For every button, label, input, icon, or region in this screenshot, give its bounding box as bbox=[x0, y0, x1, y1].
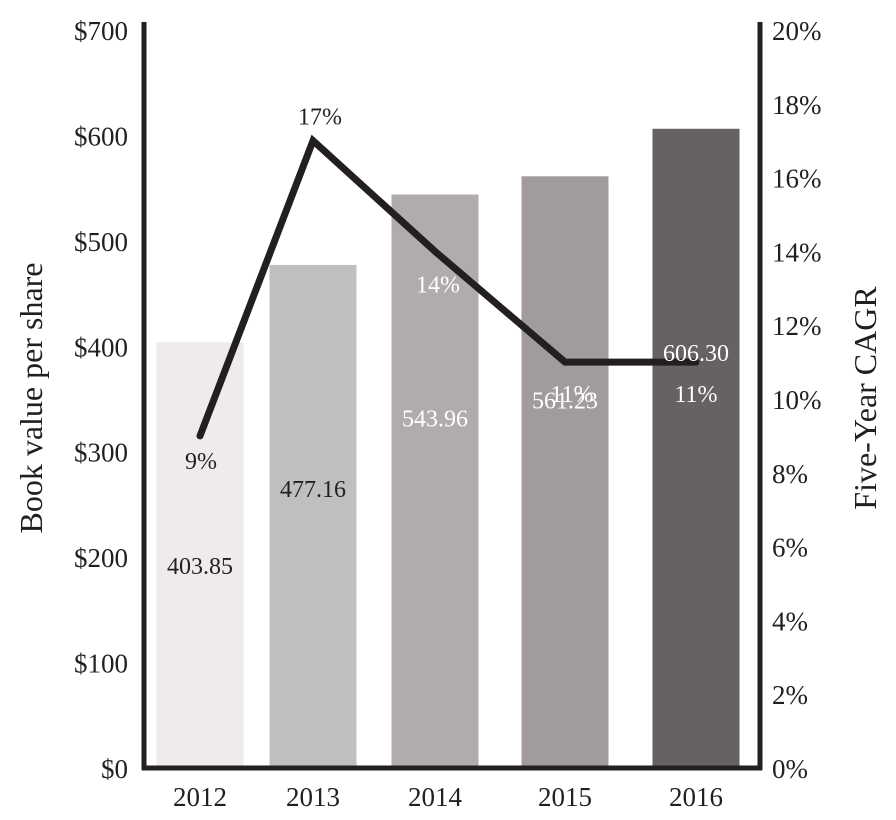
left-tick-label: $200 bbox=[74, 543, 128, 573]
right-tick-label: 2% bbox=[772, 680, 808, 710]
left-tick-label: $700 bbox=[74, 16, 128, 46]
right-tick-label: 10% bbox=[772, 385, 822, 415]
cagr-label-2013: 17% bbox=[298, 105, 342, 131]
right-axis-title: Five-Year CAGR bbox=[847, 286, 883, 510]
right-tick-label: 18% bbox=[772, 90, 822, 120]
right-tick-label: 6% bbox=[772, 533, 808, 563]
x-axis-ticks: 2012 2013 2014 2015 2016 bbox=[173, 782, 723, 812]
axes bbox=[141, 22, 763, 771]
x-tick-label: 2015 bbox=[538, 782, 592, 812]
right-tick-label: 4% bbox=[772, 606, 808, 636]
bar-value-label-2014: 543.96 bbox=[402, 407, 468, 433]
x-tick-label: 2016 bbox=[669, 782, 723, 812]
cagr-label-2012: 9% bbox=[185, 449, 217, 475]
left-axis-ticks: $0 $100 $200 $300 $400 $500 $600 $700 bbox=[74, 16, 128, 784]
cagr-label-2014: 14% bbox=[416, 272, 460, 298]
bar-2013 bbox=[269, 264, 357, 768]
cagr-label-2016: 11% bbox=[674, 382, 717, 408]
right-tick-label: 20% bbox=[772, 16, 822, 46]
cagr-label-2015: 11% bbox=[550, 382, 593, 408]
right-tick-label: 0% bbox=[772, 754, 808, 784]
left-axis-title: Book value per share bbox=[13, 262, 49, 533]
x-tick-label: 2013 bbox=[286, 782, 340, 812]
left-tick-label: $400 bbox=[74, 332, 128, 362]
cagr-line bbox=[196, 134, 700, 440]
x-tick-label: 2012 bbox=[173, 782, 227, 812]
left-tick-label: $500 bbox=[74, 227, 128, 257]
left-tick-label: $0 bbox=[101, 754, 128, 784]
x-tick-label: 2014 bbox=[408, 782, 463, 812]
bar-value-label-2013: 477.16 bbox=[280, 477, 346, 503]
left-tick-label: $300 bbox=[74, 438, 128, 468]
right-tick-label: 12% bbox=[772, 311, 822, 341]
bar-2012 bbox=[156, 342, 244, 768]
data-labels: 403.85 477.16 543.96 561.23 606.30 9% 17% 14% 11… bbox=[167, 105, 729, 581]
bar-value-label-2015: 561.23 bbox=[532, 388, 598, 414]
cagr-line-group bbox=[196, 134, 700, 440]
right-tick-label: 16% bbox=[772, 164, 822, 194]
bar-2014 bbox=[391, 194, 479, 768]
bar-value-label-2016: 606.30 bbox=[663, 341, 729, 367]
left-tick-label: $600 bbox=[74, 121, 128, 151]
right-tick-label: 8% bbox=[772, 459, 808, 489]
bar-2016 bbox=[652, 128, 740, 769]
bars bbox=[156, 128, 740, 769]
right-tick-label: 14% bbox=[772, 237, 822, 267]
bar-2015 bbox=[521, 176, 609, 768]
bar-value-label-2012: 403.85 bbox=[167, 554, 233, 580]
right-axis-ticks: 0% 2% 4% 6% 8% 10% 12% 14% 16% 18% 20% bbox=[772, 16, 822, 784]
left-tick-label: $100 bbox=[74, 649, 128, 679]
